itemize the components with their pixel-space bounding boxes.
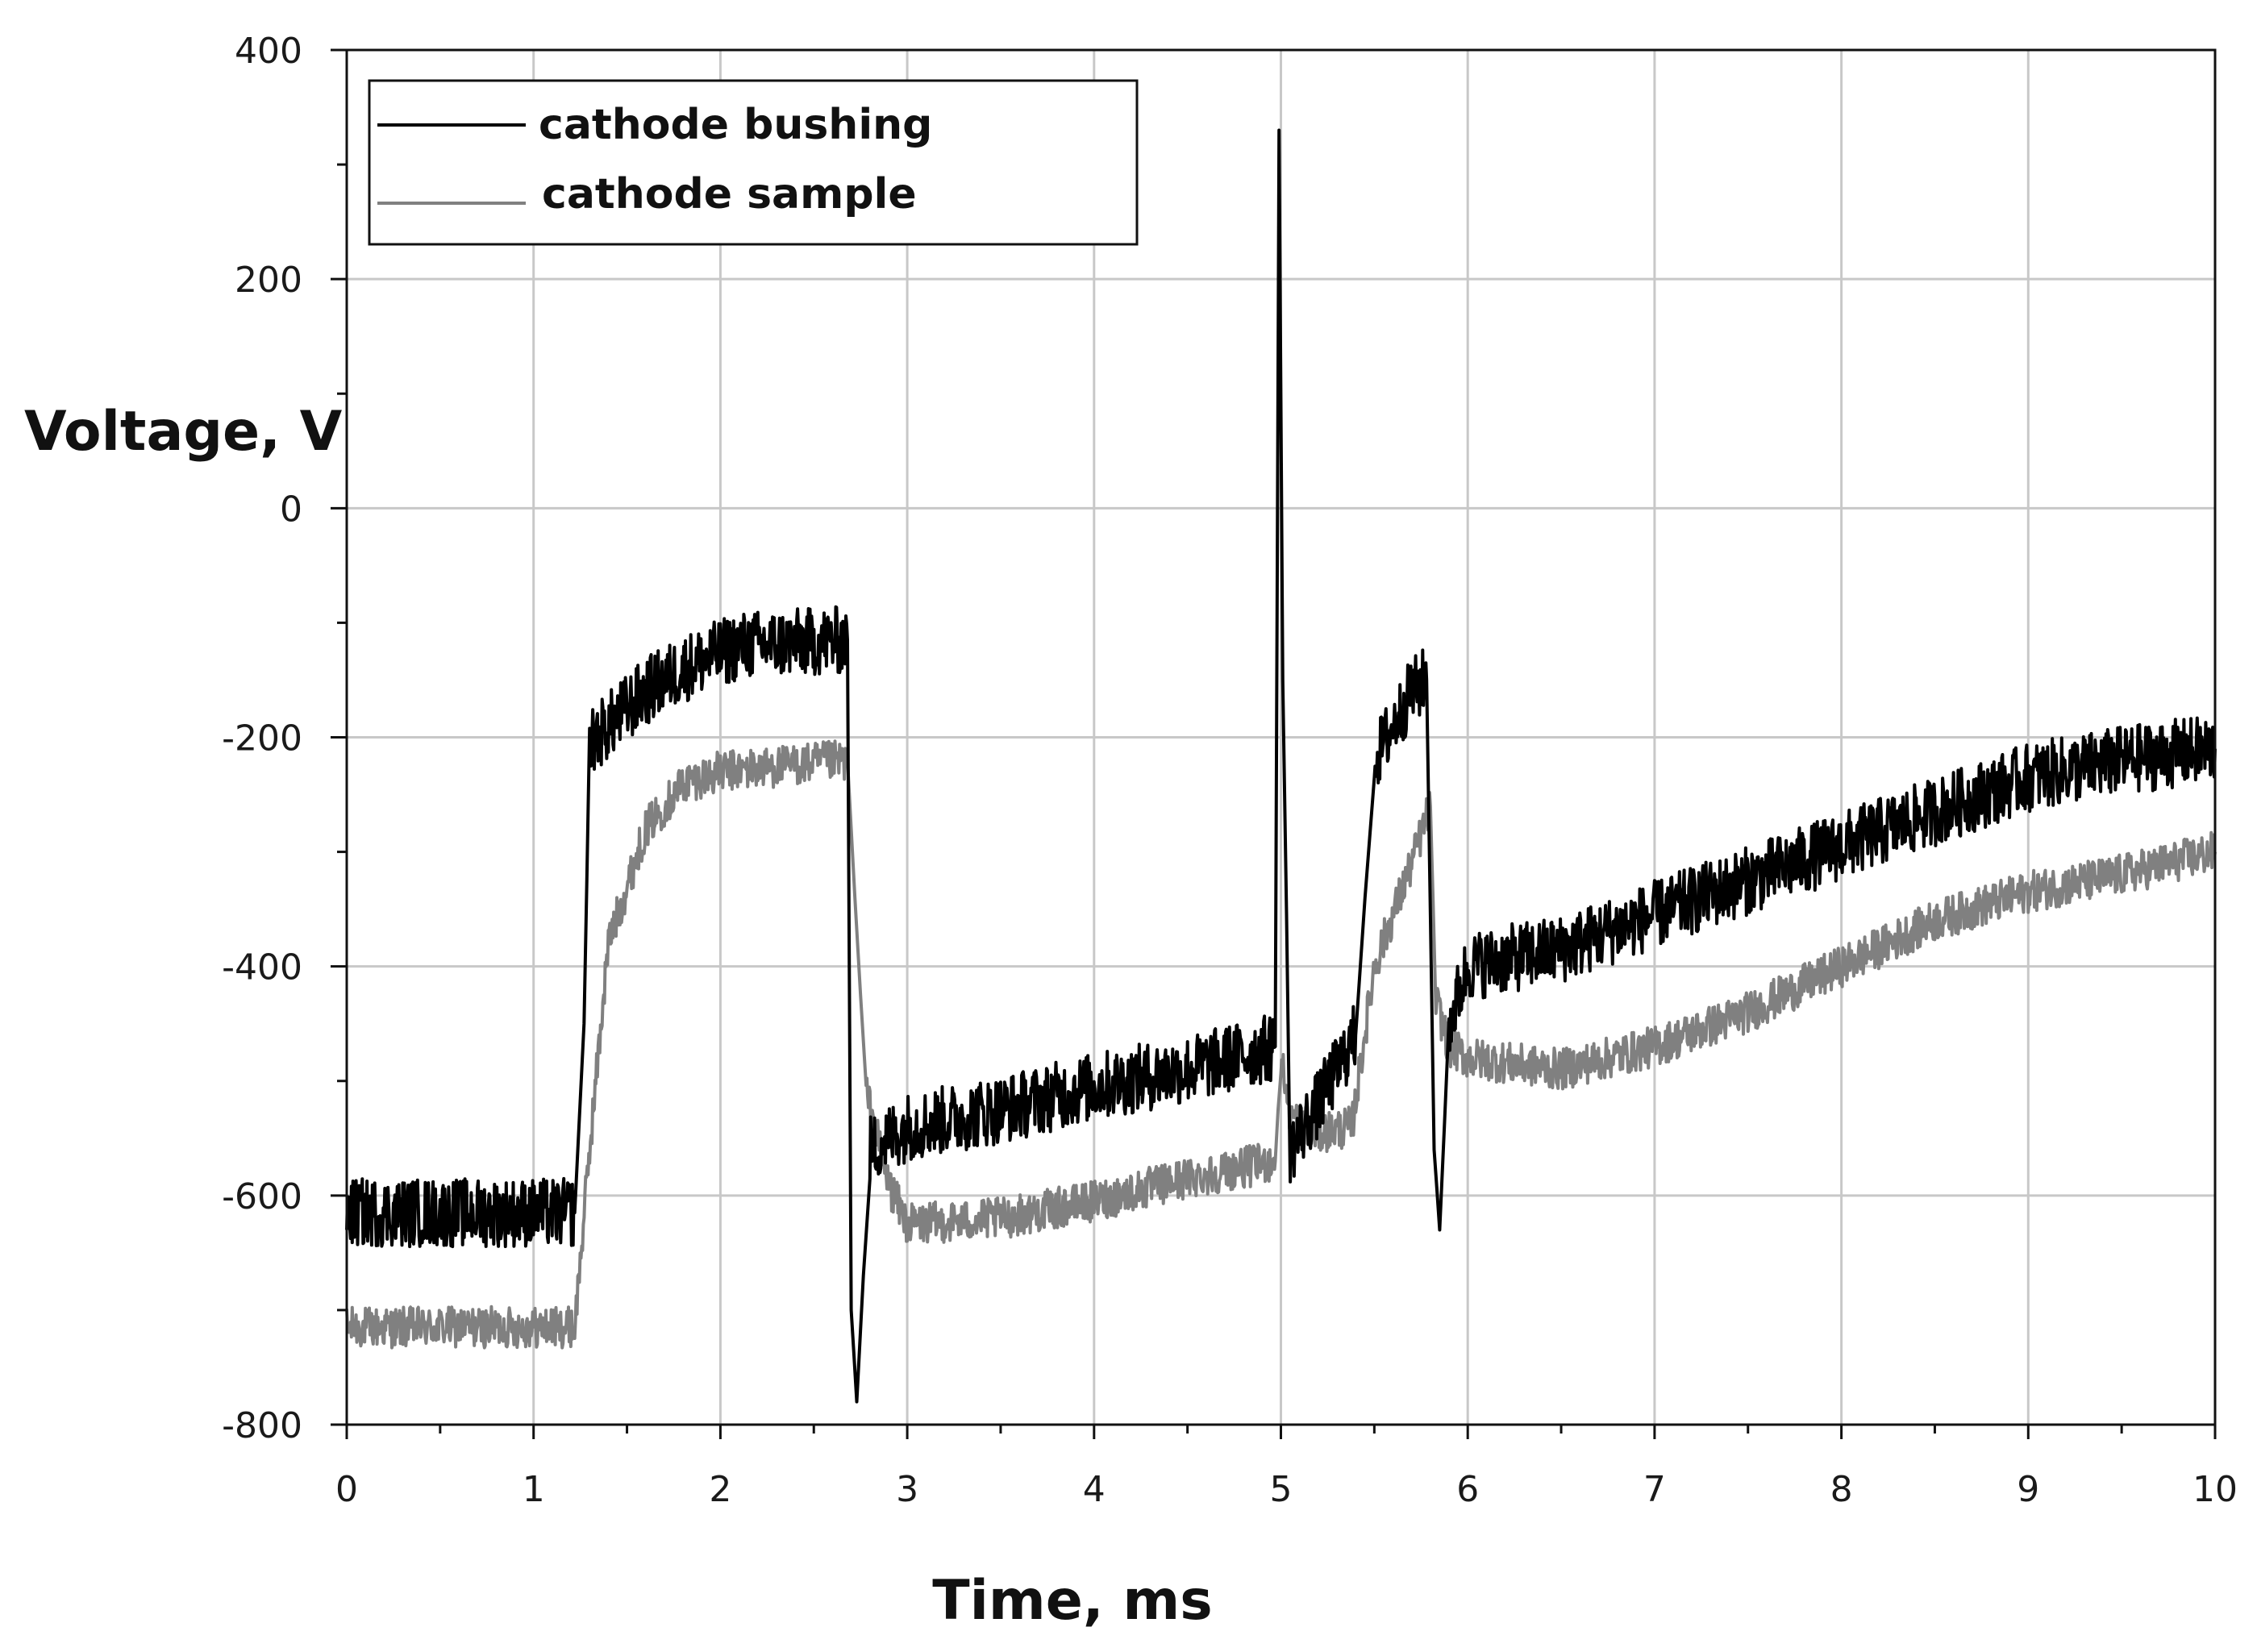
y-tick-label: 0 (280, 489, 302, 530)
series-line-cathode-bushing (345, 128, 2217, 1404)
y-tick-label: -200 (222, 718, 302, 759)
legend-box (368, 79, 1139, 246)
x-tick-label: 0 (335, 1469, 358, 1510)
y-tick-label: -800 (222, 1405, 302, 1446)
legend-label-cathode-sample: cathode sample (542, 170, 917, 218)
y-axis-title: Voltage, V (24, 400, 343, 464)
tick-labels: 0 1 2 3 4 5 6 7 8 9 10 400 200 0 -200 -400 -600 -800 (222, 31, 2238, 1510)
x-tick-label: 9 (2017, 1469, 2039, 1510)
y-tick-label: 400 (235, 31, 302, 72)
axis-ticks (331, 48, 2217, 1439)
x-tick-label: 7 (1643, 1469, 1666, 1510)
x-axis-title: Time, ms (932, 1569, 1213, 1633)
y-tick-label: -600 (222, 1176, 302, 1217)
x-tick-label: 4 (1083, 1469, 1106, 1510)
x-tick-label: 2 (709, 1469, 731, 1510)
x-tick-label: 6 (1456, 1469, 1479, 1510)
x-tick-label: 8 (1830, 1469, 1853, 1510)
x-tick-label: 1 (523, 1469, 545, 1510)
x-tick-label: 10 (2192, 1469, 2238, 1510)
x-tick-label: 5 (1270, 1469, 1293, 1510)
series-layer (345, 128, 2217, 1404)
y-tick-label: 200 (235, 260, 302, 301)
legend-label-cathode-bushing: cathode bushing (539, 101, 932, 149)
x-tick-label: 3 (896, 1469, 918, 1510)
legend: cathode bushing cathode sample (368, 79, 1139, 246)
y-tick-label: -400 (222, 947, 302, 988)
